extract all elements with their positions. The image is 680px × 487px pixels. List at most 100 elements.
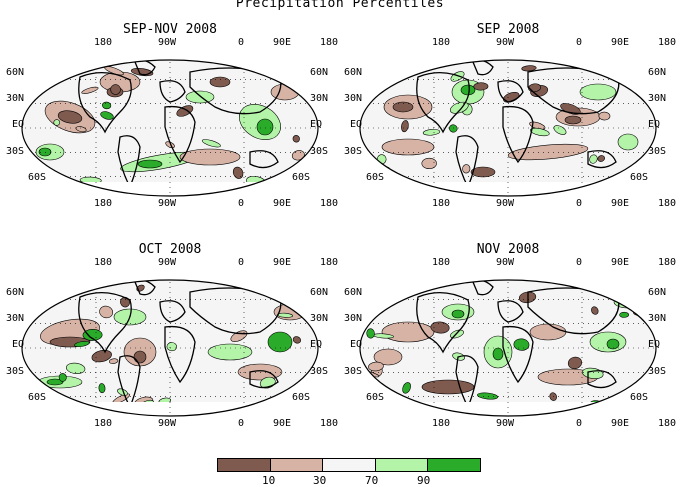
lon-label-top: 180: [94, 257, 113, 268]
percentile-region: [292, 336, 302, 344]
lat-label-left: 60S: [28, 392, 47, 403]
percentile-region: [75, 126, 87, 133]
lat-label-left: 30S: [6, 146, 25, 157]
lon-label-bottom: 90W: [496, 198, 515, 209]
lon-label-bottom: 180: [94, 198, 113, 209]
percentile-region: [392, 101, 414, 113]
precip-regions: [370, 65, 639, 178]
percentile-region: [366, 328, 375, 339]
percentile-region: [521, 65, 537, 72]
lon-label-top: 90E: [611, 257, 630, 268]
percentile-region: [57, 110, 83, 124]
lon-label-bottom: 180: [320, 198, 339, 209]
percentile-region: [564, 115, 582, 125]
map-svg: [359, 279, 657, 417]
percentile-region: [209, 76, 231, 88]
legend-tick-30: 30: [313, 474, 327, 487]
percentile-region: [449, 124, 458, 133]
lat-label-right: EQ: [310, 339, 323, 350]
lon-label-top: 0: [576, 37, 583, 48]
legend-swatch-70-90: [375, 459, 429, 471]
lat-label-right: EQ: [310, 119, 323, 130]
percentile-region: [401, 120, 409, 133]
lat-label-right: 60S: [292, 172, 311, 183]
coastline: [249, 150, 279, 169]
lat-label-right: EQ: [648, 119, 661, 130]
panel-title: OCT 2008: [138, 242, 202, 257]
lat-label-left: 30N: [344, 313, 363, 324]
panel-title: SEP 2008: [476, 22, 540, 37]
percentile-region: [165, 141, 175, 149]
legend-tick-10: 10: [262, 474, 276, 487]
lon-label-bottom: 180: [320, 418, 339, 429]
coastline: [78, 72, 132, 134]
lat-label-left: 60S: [366, 392, 385, 403]
percentile-region: [422, 129, 441, 136]
percentile-region: [579, 83, 617, 101]
percentile-region: [591, 306, 599, 315]
coastline: [587, 370, 617, 389]
percentile-region: [53, 119, 61, 126]
percentile-region: [470, 166, 496, 178]
percentile-region: [256, 118, 274, 136]
map-border: [359, 279, 657, 417]
lat-label-right: 60N: [648, 287, 667, 298]
percentile-region: [74, 340, 90, 348]
percentile-region: [567, 356, 583, 370]
percentile-region: [606, 338, 620, 350]
lat-label-right: 30N: [648, 313, 667, 324]
map-border: [359, 59, 657, 197]
percentile-region: [530, 127, 550, 137]
lat-label-right: 30S: [310, 146, 329, 157]
lat-label-left: 30S: [344, 366, 363, 377]
lat-label-right: 30S: [648, 366, 667, 377]
lat-label-right: 60S: [630, 172, 649, 183]
percentile-region: [102, 101, 112, 110]
lon-label-bottom: 90W: [496, 418, 515, 429]
lat-label-left: 60N: [344, 287, 363, 298]
lon-label-top: 180: [320, 257, 339, 268]
percentile-region: [201, 139, 221, 148]
lat-label-right: 30S: [310, 366, 329, 377]
percentile-region: [597, 155, 605, 162]
percentile-region: [368, 361, 384, 372]
lon-label-top: 0: [576, 257, 583, 268]
percentile-region: [137, 159, 163, 169]
coastline: [455, 355, 479, 409]
lat-label-right: 30N: [310, 93, 329, 104]
coastline: [78, 292, 132, 354]
map-panel-nov: NOV 2008 180 180 90W 90W 0 0 90E 90E 180 180 60N 60N…: [344, 242, 676, 432]
percentile-region: [381, 321, 435, 343]
percentile-region: [460, 84, 476, 96]
lon-label-bottom: 180: [432, 418, 451, 429]
lon-label-bottom: 90W: [158, 418, 177, 429]
percentile-region: [166, 342, 178, 352]
percentile-region: [529, 323, 567, 341]
lat-label-right: 60N: [310, 287, 329, 298]
lat-label-left: 60S: [366, 172, 385, 183]
percentile-region: [117, 388, 128, 396]
color-legend: [217, 458, 481, 472]
percentile-region: [207, 343, 253, 361]
lon-label-top: 90E: [273, 37, 292, 48]
percentile-region: [386, 287, 396, 297]
page-title: Precipitation Percentiles: [235, 0, 445, 11]
percentile-region: [598, 111, 611, 121]
lon-label-bottom: 90W: [158, 198, 177, 209]
precip-regions: [34, 65, 318, 191]
map-border: [21, 279, 319, 417]
map-border: [21, 59, 319, 197]
percentile-region: [185, 90, 215, 104]
lat-label-left: EQ: [350, 119, 363, 130]
lon-label-top: 90W: [496, 37, 515, 48]
percentile-region: [108, 358, 119, 364]
lon-label-bottom: 180: [658, 418, 677, 429]
percentile-region: [46, 378, 64, 386]
percentile-region: [291, 150, 305, 161]
lon-label-bottom: 90E: [611, 198, 630, 209]
percentile-region: [421, 157, 437, 170]
lat-label-right: 60N: [648, 67, 667, 78]
map-panel-sep-nov: SEP-NOV 2008 180 180 90W 90W 0 0 90E 90E 180 180 60…: [6, 22, 338, 212]
percentile-region: [99, 305, 114, 319]
lon-label-top: 180: [432, 257, 451, 268]
